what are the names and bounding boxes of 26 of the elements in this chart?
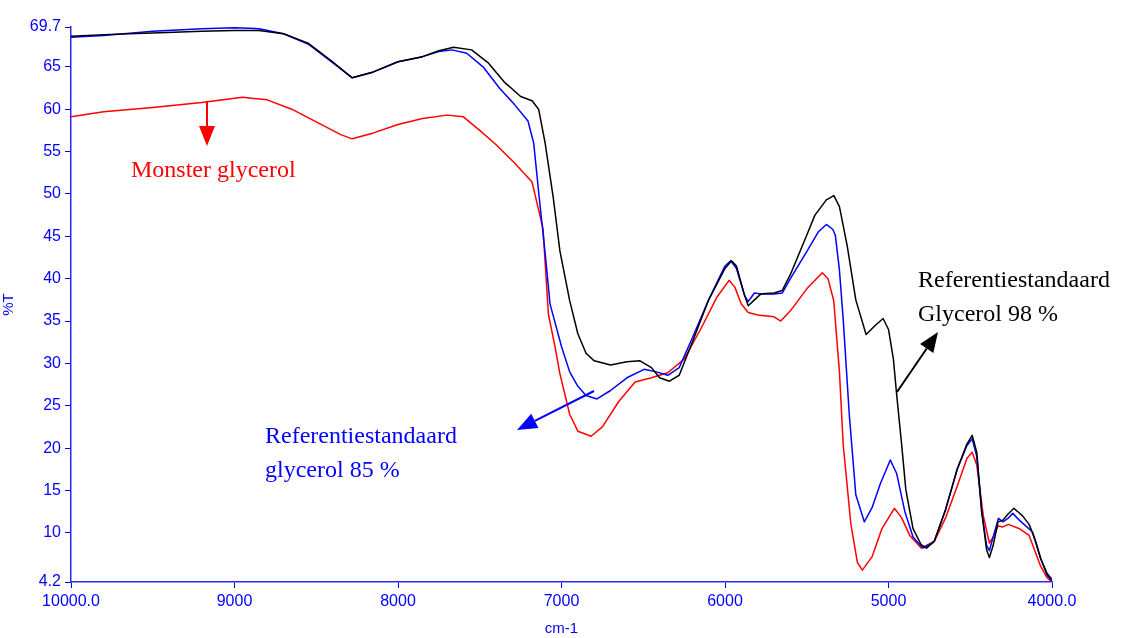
x-tick-label: 6000	[707, 592, 743, 610]
y-tick-label: 10	[43, 523, 62, 541]
y-tick-label: 15	[43, 480, 62, 498]
y-tick-label: 25	[43, 396, 62, 414]
y-tick-label: 20	[43, 438, 62, 456]
x-tick-label: 10000.0	[42, 592, 101, 610]
y-tick-label: 35	[43, 311, 62, 329]
y-tick-label: 55	[43, 141, 62, 159]
x-tick-label: 8000	[380, 592, 416, 610]
y-tick-label: 40	[43, 269, 62, 287]
x-tick-label: 4000.0	[1027, 592, 1077, 610]
y-tick-label: 30	[43, 353, 62, 371]
y-tick-label: 4.2	[38, 572, 62, 590]
y-tick-label: 45	[43, 226, 62, 244]
y-tick-label: 69.7	[29, 17, 62, 35]
y-tick-label: 50	[43, 184, 62, 202]
y-tick-label: 65	[43, 57, 62, 75]
x-tick-label: 5000	[870, 592, 907, 610]
series-label: Referentiestandaard Glycerol 98 %	[918, 265, 1110, 328]
y-tick-label: 60	[43, 99, 62, 117]
x-tick-label: 9000	[216, 592, 253, 610]
y-axis-title: %T	[0, 293, 17, 316]
x-axis-title: cm-1	[544, 619, 579, 637]
text: Referentiestandaard glycerol 85 %	[265, 421, 457, 484]
x-tick-label: 7000	[543, 592, 580, 610]
legend-label: Monster glycerol	[131, 155, 296, 184]
